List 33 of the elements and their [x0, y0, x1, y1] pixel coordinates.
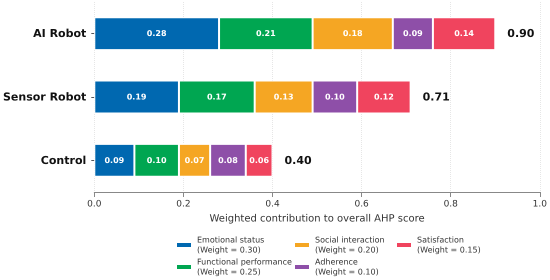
data-label: 0.14 [454, 29, 474, 38]
total-label: 0.40 [284, 154, 312, 167]
data-label: 0.17 [206, 92, 227, 102]
x-axis-title: Weighted contribution to overall AHP score [210, 214, 425, 224]
data-label: 0.09 [104, 156, 125, 165]
x-tick-label: 0.6 [354, 200, 370, 210]
y-tick-label: Control [40, 154, 86, 167]
data-label: 0.07 [184, 156, 204, 165]
legend-label: Satisfaction (Weight = 0.15) [417, 236, 481, 254]
legend-label: Social interaction (Weight = 0.20) [315, 236, 385, 254]
x-tick-label: 0.2 [176, 200, 191, 210]
x-tick-label: 0.8 [444, 200, 458, 210]
data-label: 0.10 [325, 92, 346, 102]
x-tick-label: 0.0 [87, 200, 102, 210]
total-label: 0.90 [507, 27, 535, 40]
y-tick-label: Sensor Robot [2, 90, 86, 104]
data-label: 0.13 [274, 92, 294, 102]
x-tick-label: 0.4 [265, 200, 280, 210]
x-tick-label: 1.0 [532, 200, 548, 210]
data-label: 0.28 [146, 29, 167, 38]
data-label: 0.10 [146, 156, 167, 165]
data-label: 0.06 [249, 156, 270, 165]
data-label: 0.21 [256, 29, 276, 38]
data-label: 0.12 [374, 92, 394, 102]
total-label: 0.71 [422, 90, 450, 104]
data-label: 0.09 [402, 29, 424, 38]
legend-label: Functional performance (Weight = 0.25) [197, 258, 292, 276]
data-label: 0.19 [126, 92, 147, 102]
data-label: 0.08 [218, 156, 238, 165]
data-label: 0.18 [342, 29, 364, 38]
legend-label: Emotional status (Weight = 0.30) [197, 236, 264, 254]
y-tick-label: AI Robot [33, 27, 86, 40]
legend-label: Adherence (Weight = 0.10) [315, 258, 379, 276]
